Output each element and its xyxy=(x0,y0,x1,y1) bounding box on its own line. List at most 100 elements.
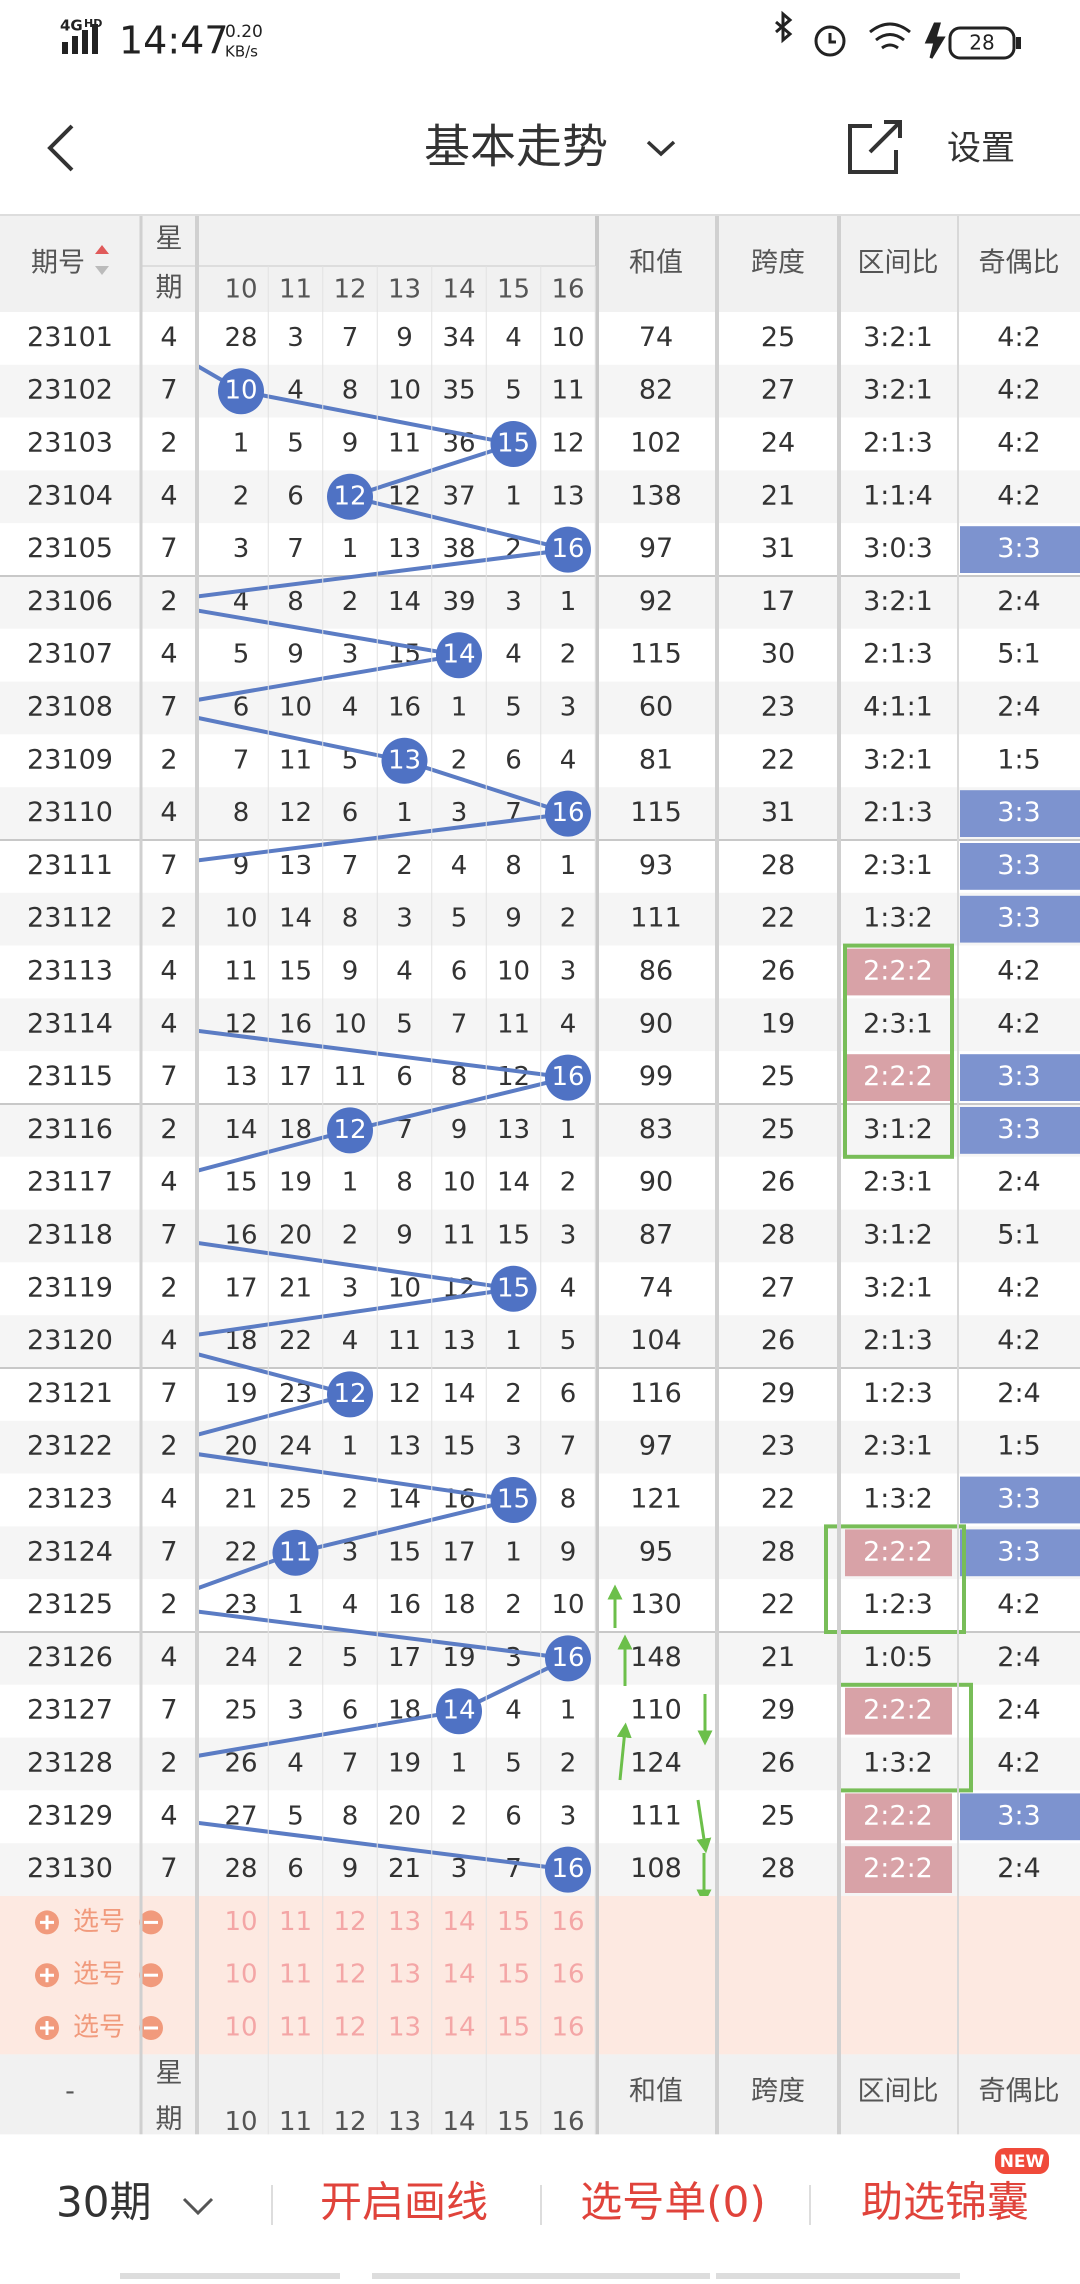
omission-cell: 17 xyxy=(388,1643,421,1673)
omission-cell: 12 xyxy=(388,1379,421,1409)
sort-icon[interactable] xyxy=(95,245,109,254)
sum: 90 xyxy=(639,1008,673,1039)
period-selector[interactable]: 30期 xyxy=(56,2178,151,2227)
pick-number[interactable]: 14 xyxy=(442,1960,475,1990)
header-zone: 区间比 xyxy=(858,248,939,279)
weekday: 4 xyxy=(160,797,177,828)
title-dropdown[interactable] xyxy=(646,140,676,157)
row-bg xyxy=(0,998,1080,1052)
pick-number[interactable]: 12 xyxy=(333,1960,366,1990)
pick-number[interactable]: 13 xyxy=(388,1907,421,1937)
odd-even-highlight xyxy=(960,1107,1080,1154)
pick-number[interactable]: 15 xyxy=(497,1960,530,1990)
pick-number[interactable]: 11 xyxy=(279,1907,312,1937)
pick-number[interactable]: 15 xyxy=(497,1907,530,1937)
omission-cell: 11 xyxy=(333,1062,366,1092)
omission-cell: 11 xyxy=(388,1326,421,1356)
row-bg xyxy=(0,470,1080,524)
omission-cell: 21 xyxy=(388,1854,421,1884)
omission-cell: 5 xyxy=(505,1749,522,1779)
omission-cell: 25 xyxy=(224,1696,257,1726)
omission-cell: 14 xyxy=(442,1379,475,1409)
omission-cell: 6 xyxy=(287,481,304,511)
pick-number[interactable]: 10 xyxy=(224,1960,257,1990)
draw-lines-button[interactable]: 开启画线 xyxy=(320,2178,488,2227)
period: 23107 xyxy=(27,639,113,670)
settings-button[interactable]: 设置 xyxy=(947,129,1015,169)
pick-number[interactable]: 13 xyxy=(388,1960,421,1990)
omission-cell: 38 xyxy=(442,534,475,564)
add-icon[interactable] xyxy=(40,1915,54,1930)
span: 30 xyxy=(761,639,795,670)
omission-cell: 8 xyxy=(560,1485,577,1515)
odd-even-ratio: 3:3 xyxy=(997,1061,1040,1092)
pick-label: 选号 xyxy=(73,2013,125,2043)
period-dropdown[interactable] xyxy=(182,2197,214,2216)
pick-number[interactable]: 11 xyxy=(279,1960,312,1990)
omission-cell: 3 xyxy=(451,1854,468,1884)
omission-cell: 7 xyxy=(451,1009,468,1039)
omission-cell: 17 xyxy=(224,1273,257,1303)
zone-ratio: 3:0:3 xyxy=(863,533,933,564)
odd-even-ratio: 2:4 xyxy=(997,1642,1040,1673)
weekday: 7 xyxy=(160,1536,177,1567)
helper-button[interactable]: 助选锦囊 xyxy=(861,2178,1029,2227)
pick-number[interactable]: 13 xyxy=(388,2013,421,2043)
period: 23115 xyxy=(27,1061,113,1092)
period: 23117 xyxy=(27,1167,113,1198)
pick-number[interactable]: 11 xyxy=(279,2013,312,2043)
span: 25 xyxy=(761,1800,795,1831)
zone-ratio: 1:3:2 xyxy=(863,1748,933,1779)
odd-even-ratio: 4:2 xyxy=(997,1748,1040,1779)
status-bar xyxy=(0,0,1080,84)
share-button[interactable] xyxy=(848,120,902,174)
sort-icon[interactable] xyxy=(95,266,109,275)
span: 29 xyxy=(761,1378,795,1409)
footer-header-bg xyxy=(0,2054,1080,2135)
zone-highlight xyxy=(845,1529,952,1577)
pick-area-bg xyxy=(0,1896,1080,2055)
omission-cell: 9 xyxy=(233,851,250,881)
pick-number[interactable]: 12 xyxy=(333,1907,366,1937)
sum: 97 xyxy=(639,533,673,564)
pick-number[interactable]: 15 xyxy=(497,2013,530,2043)
period: 23106 xyxy=(27,586,113,617)
omission-cell: 3 xyxy=(505,1432,522,1462)
pick-number[interactable]: 14 xyxy=(442,1907,475,1937)
weekday: 2 xyxy=(160,1114,177,1145)
pick-number[interactable]: 16 xyxy=(551,2013,584,2043)
pick-number[interactable]: 16 xyxy=(551,1960,584,1990)
drawn-ball-number: 12 xyxy=(333,481,366,511)
omission-cell: 3 xyxy=(505,1643,522,1673)
row-bg xyxy=(0,364,1080,418)
omission-cell: 2 xyxy=(451,745,468,775)
drawn-ball-number: 13 xyxy=(388,745,421,775)
row-bg xyxy=(0,787,1080,840)
pick-number[interactable]: 14 xyxy=(442,2013,475,2043)
row-bg xyxy=(0,1262,1080,1316)
row-bg xyxy=(0,576,1080,629)
omission-cell: 2 xyxy=(451,1801,468,1831)
pick-number[interactable]: 10 xyxy=(224,2013,257,2043)
footer-number: 11 xyxy=(279,2107,312,2137)
sum: 74 xyxy=(639,1272,673,1303)
weekday: 4 xyxy=(160,1642,177,1673)
page-title[interactable]: 基本走势 xyxy=(424,120,608,174)
drawn-ball-number: 14 xyxy=(442,1696,475,1726)
pick-number[interactable]: 10 xyxy=(224,1907,257,1937)
pick-number[interactable]: 12 xyxy=(333,2013,366,2043)
omission-cell: 10 xyxy=(388,1273,421,1303)
omission-cell: 3 xyxy=(342,1537,359,1567)
zone-ratio: 2:2:2 xyxy=(863,956,933,987)
pick-list-button[interactable]: 选号单(0) xyxy=(580,2178,766,2227)
add-icon[interactable] xyxy=(40,1968,54,1983)
span: 31 xyxy=(761,533,795,564)
add-icon[interactable] xyxy=(40,2021,54,2035)
omission-cell: 14 xyxy=(279,904,312,934)
pick-label: 选号 xyxy=(73,1907,125,1937)
back-button[interactable] xyxy=(47,124,74,172)
period: 23105 xyxy=(27,533,113,564)
pick-number[interactable]: 16 xyxy=(551,1907,584,1937)
odd-even-ratio: 4:2 xyxy=(997,1589,1040,1620)
omission-cell: 15 xyxy=(497,1221,530,1251)
